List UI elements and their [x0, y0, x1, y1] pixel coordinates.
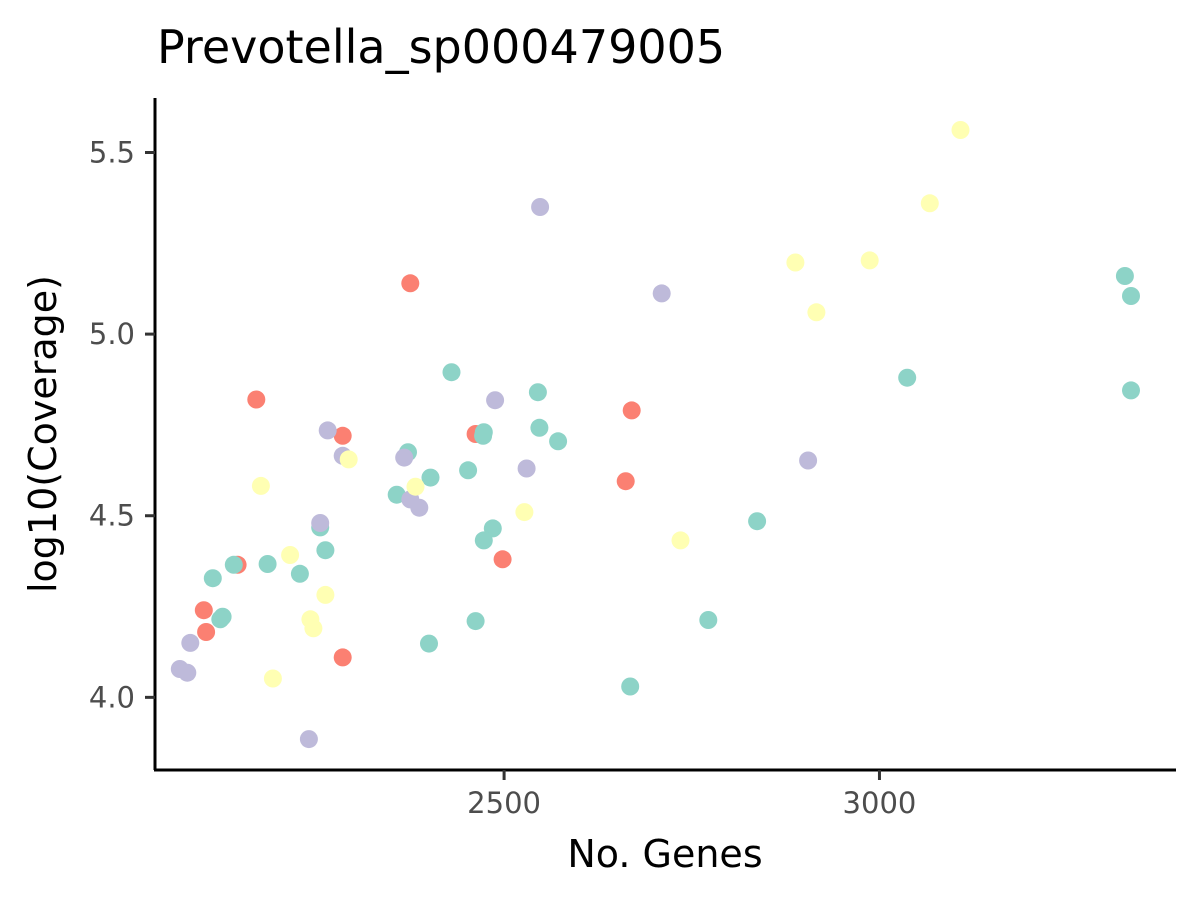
data-point [517, 459, 536, 478]
y-tick-label: 4.5 [89, 499, 135, 533]
data-point [194, 601, 213, 620]
data-point [333, 426, 352, 445]
data-point [530, 418, 549, 437]
x-axis-title: No. Genes [567, 832, 762, 876]
data-point [549, 432, 568, 451]
x-tick-label: 2500 [467, 786, 541, 820]
data-point [421, 468, 440, 487]
ticks-layer: 2500 3000 4.0 4.5 5.0 5.5 [89, 135, 916, 820]
data-point [531, 198, 550, 216]
data-point [299, 730, 318, 749]
data-point [224, 555, 243, 574]
y-axis-title: log10(Coverage) [21, 275, 65, 593]
data-point [621, 677, 640, 696]
data-point [258, 555, 277, 573]
data-point [281, 546, 300, 564]
data-point [178, 663, 197, 682]
data-point [486, 391, 505, 410]
data-point [395, 448, 414, 467]
y-tick-label: 5.0 [89, 317, 135, 351]
data-point [247, 390, 266, 409]
data-point [304, 619, 323, 638]
data-point [197, 623, 216, 641]
chart-title: Prevotella_sp000479005 [157, 20, 725, 74]
data-point [311, 514, 330, 532]
data-point [181, 633, 200, 652]
data-point [616, 472, 635, 491]
data-point [951, 121, 970, 139]
data-point [515, 503, 534, 522]
data-point [1122, 287, 1140, 305]
data-point [807, 303, 826, 322]
data-point [459, 461, 478, 480]
y-tick-label: 4.0 [89, 680, 135, 714]
data-point [406, 477, 425, 496]
data-point [920, 194, 939, 213]
data-point [316, 541, 335, 560]
data-point [401, 274, 420, 293]
x-tick-label: 3000 [843, 786, 917, 820]
data-point [466, 612, 485, 631]
data-point [318, 421, 337, 440]
data-point [339, 450, 358, 469]
data-point [1115, 267, 1134, 285]
data-point [316, 585, 335, 604]
data-point [493, 550, 512, 569]
data-point [333, 648, 352, 667]
data-point [290, 564, 309, 583]
data-point [263, 669, 282, 688]
data-point [474, 531, 493, 550]
data-point [251, 476, 270, 495]
data-point [898, 368, 917, 387]
data-point [748, 512, 767, 531]
data-point [622, 401, 641, 420]
data-point [652, 284, 671, 303]
data-point [442, 363, 461, 382]
data-point [203, 569, 222, 588]
data-point [799, 451, 818, 470]
data-point [699, 611, 718, 629]
y-tick-label: 5.5 [89, 135, 135, 169]
data-point [211, 610, 230, 629]
data-point [671, 531, 690, 550]
data-point [410, 498, 429, 517]
data-point [1122, 381, 1140, 400]
data-point [474, 426, 493, 445]
data-point [387, 485, 406, 504]
data-point [860, 251, 879, 270]
points-layer [170, 121, 1140, 749]
data-point [786, 253, 805, 272]
data-point [420, 634, 438, 653]
data-point [528, 383, 547, 402]
